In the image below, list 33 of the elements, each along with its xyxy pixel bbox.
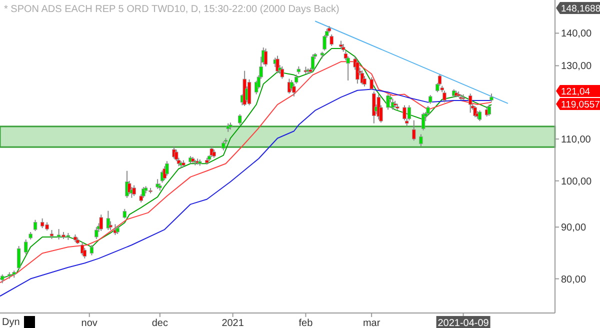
y-tick-label: 110,00 — [561, 134, 592, 146]
text: 121,04 — [561, 86, 590, 98]
candlestick — [156, 178, 160, 190]
candlestick — [165, 160, 169, 176]
x-tick-label: nov — [81, 318, 98, 328]
x-tick-label: 2021 — [222, 318, 244, 328]
candlestick — [330, 34, 334, 46]
y-tick-label: 80,00 — [561, 274, 586, 286]
text: 148,1688 — [561, 4, 600, 14]
chart-title: * SPON ADS EACH REP 5 ORD TWD10, D, 15:30-22:00 (2000 Days Back) — [4, 4, 340, 15]
candlestick — [412, 120, 416, 142]
y-tick-label: 140,00 — [561, 28, 592, 40]
candlestick — [33, 219, 38, 232]
x-tick-label: 2021-04-09 — [438, 318, 490, 328]
candlestick — [122, 208, 126, 219]
y-tick-label: 100,00 — [561, 176, 592, 188]
y-tick-label: 90,00 — [561, 222, 586, 234]
x-tick-label: mar — [362, 318, 381, 328]
candlestick — [90, 244, 94, 256]
candlestick — [94, 226, 98, 240]
candlestick — [419, 134, 423, 147]
candlestick — [16, 246, 21, 270]
candlestick — [174, 149, 178, 162]
text: 119,0557 — [561, 100, 600, 111]
candlestick — [264, 48, 268, 67]
text: Dyn — [2, 317, 20, 328]
candlestick — [24, 238, 28, 255]
x-tick-label: feb — [298, 318, 314, 328]
x-tick-label: dec — [152, 318, 168, 328]
candlestick — [487, 104, 492, 116]
y-tick-label: 130,00 — [561, 61, 592, 72]
candlestick — [370, 76, 374, 91]
candlestick — [238, 114, 242, 126]
